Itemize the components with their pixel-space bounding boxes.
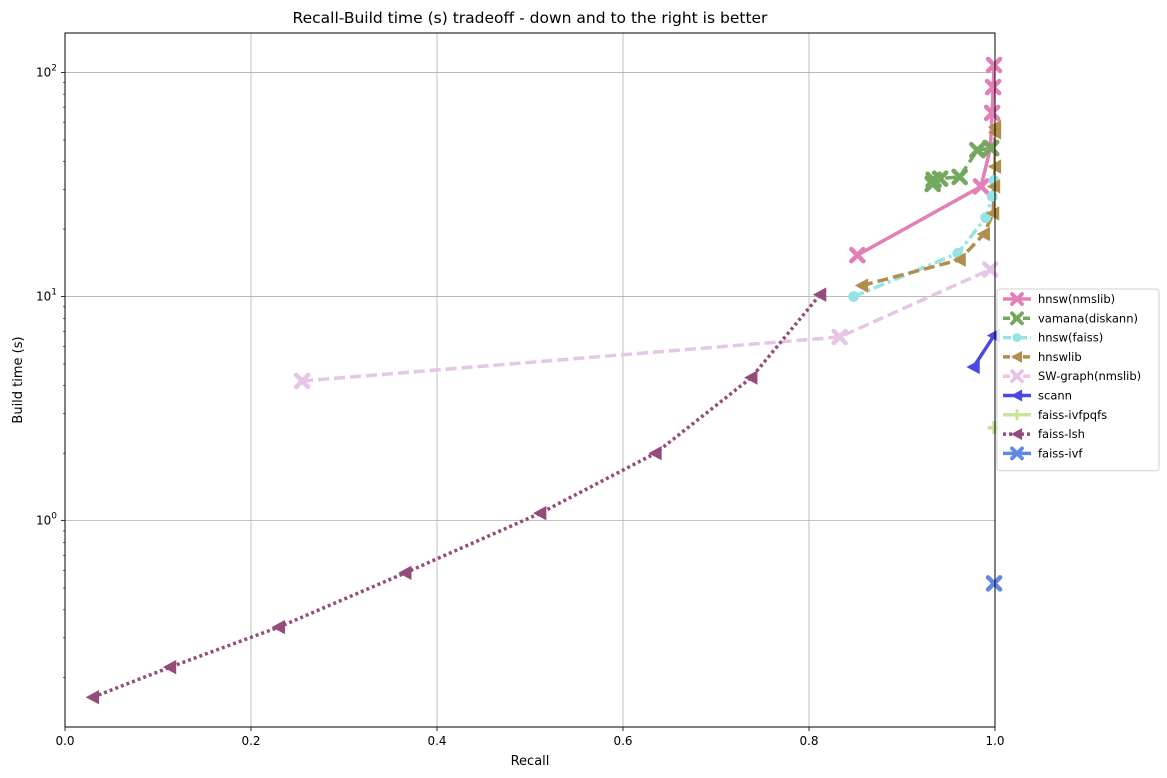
legend-swatch-marker [1011, 428, 1023, 441]
y-axis-label: Build time (s) [11, 336, 26, 423]
data-point-3 [952, 252, 966, 267]
legend-label: hnswlib [1038, 350, 1082, 364]
legend-swatch-marker [1011, 409, 1023, 421]
legend-label: SW-graph(nmslib) [1038, 369, 1141, 383]
legend-swatch-marker [1010, 369, 1024, 384]
series-line-0 [856, 64, 995, 257]
data-point-7 [271, 619, 286, 635]
data-point-4 [982, 261, 999, 278]
legend-entry: hnswlib [1003, 350, 1082, 364]
data-point-4 [831, 328, 848, 346]
data-point-0 [972, 178, 990, 195]
data-point-7 [85, 689, 100, 705]
data-point-1 [969, 141, 986, 159]
data-point-0 [984, 78, 1002, 96]
y-tick-label: 100 [36, 512, 57, 528]
data-point-3 [986, 179, 1001, 194]
x-tick-label: 0.6 [613, 734, 632, 748]
y-tick-exponent: 1 [51, 288, 57, 298]
data-point-2 [986, 190, 998, 202]
x-tick-label: 0.4 [427, 734, 446, 748]
series-line-7 [92, 293, 822, 699]
x-tick-label: 0.8 [799, 734, 818, 748]
data-point-3 [854, 278, 869, 293]
data-point-3 [987, 119, 1002, 135]
chart-title: Recall-Build time (s) tradeoff - down an… [293, 9, 769, 27]
legend-swatch-marker [1010, 292, 1024, 306]
y-tick-exponent: 0 [51, 512, 57, 522]
legend-label: faiss-ivfpqfs [1038, 408, 1107, 422]
legend-entry: vamana(diskann) [1003, 311, 1138, 325]
data-point-7 [398, 565, 412, 581]
legend-entry: faiss-lsh [1003, 427, 1085, 441]
y-tick-label: 101 [36, 288, 57, 304]
plot-frame [64, 32, 996, 728]
marker-layer [85, 56, 1003, 705]
data-point-4 [293, 372, 311, 390]
data-point-0 [983, 104, 1001, 122]
data-point-5 [966, 359, 980, 375]
legend-box [996, 288, 1160, 472]
legend-entry: faiss-ivf [1003, 446, 1083, 460]
data-point-0 [849, 246, 866, 264]
legend-swatch-marker [1011, 350, 1023, 363]
legend-label: scann [1038, 389, 1072, 403]
legend-entry: hnsw(faiss) [1003, 331, 1103, 345]
legend-label: hnsw(nmslib) [1038, 292, 1115, 306]
data-point-0 [985, 56, 1003, 74]
data-point-1 [951, 168, 968, 186]
legend-swatch-marker [1010, 446, 1024, 461]
data-point-7 [744, 370, 758, 385]
legend-swatch-marker [1010, 311, 1024, 326]
y-tick-base: 10 [36, 514, 51, 528]
data-point-7 [533, 505, 547, 521]
legend-entry: scann [1003, 389, 1072, 403]
data-point-8 [985, 575, 1003, 592]
y-tick-base: 10 [36, 65, 51, 79]
series-line-4 [302, 267, 992, 383]
x-tick-label: 0.2 [241, 734, 260, 748]
legend-label: hnsw(faiss) [1038, 331, 1103, 345]
data-point-3 [985, 206, 1000, 221]
data-point-2 [980, 212, 992, 224]
data-point-3 [976, 226, 990, 242]
y-tick-label: 102 [36, 63, 57, 79]
legend-label: faiss-ivf [1038, 446, 1083, 460]
data-point-1 [931, 170, 949, 187]
legend-swatch-marker [1012, 333, 1022, 343]
x-tick-label: 0.0 [55, 734, 74, 748]
y-tick-base: 10 [36, 290, 51, 304]
x-axis-label: Recall [511, 754, 550, 769]
legend-swatch-marker [1011, 389, 1023, 402]
data-point-2 [848, 291, 860, 302]
legend-entry: hnsw(nmslib) [1003, 292, 1115, 306]
legend-label: vamana(diskann) [1038, 311, 1138, 325]
data-point-7 [648, 445, 662, 461]
legend-entry: SW-graph(nmslib) [1003, 369, 1141, 383]
x-tick-label: 1.0 [985, 734, 1004, 748]
data-point-7 [162, 659, 177, 675]
data-point-3 [987, 159, 1002, 174]
legend: hnsw(nmslib) vamana(diskann) hnsw(faiss) hn… [996, 288, 1160, 472]
data-point-7 [812, 287, 827, 302]
legend-label: faiss-lsh [1038, 427, 1085, 441]
legend-entry: faiss-ivfpqfs [1003, 408, 1107, 422]
y-tick-exponent: 2 [51, 63, 57, 73]
